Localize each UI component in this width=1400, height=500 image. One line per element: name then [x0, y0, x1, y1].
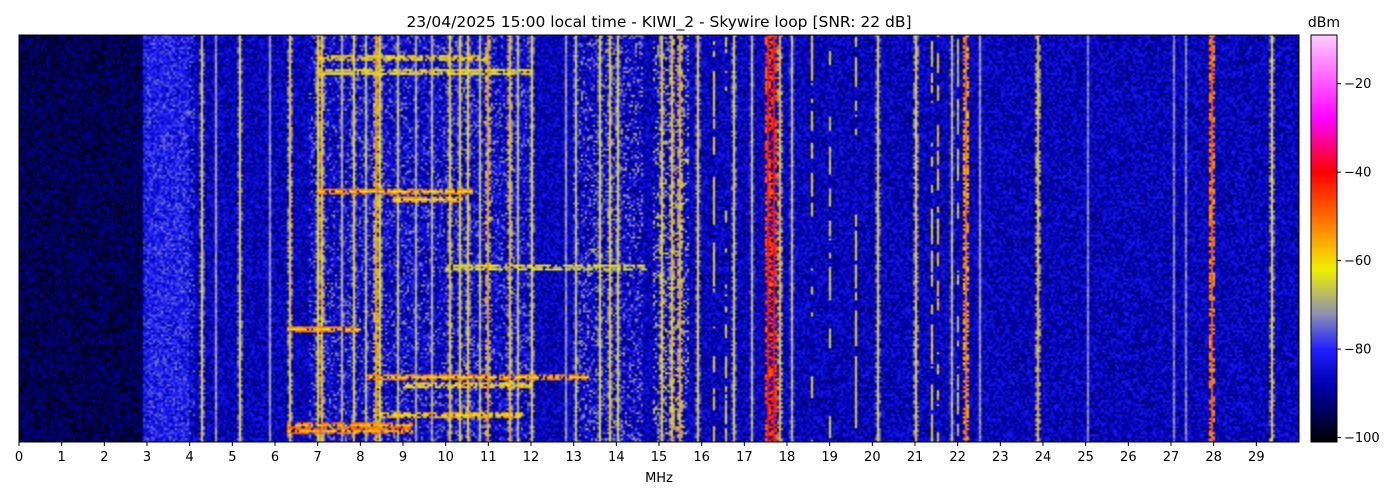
x-tick-label: 2 — [100, 450, 108, 465]
x-tick-label: 13 — [565, 450, 582, 465]
x-tick-label: 15 — [651, 450, 668, 465]
x-tick-label: 20 — [864, 450, 881, 465]
x-tick-label: 25 — [1077, 450, 1094, 465]
x-tick-label: 4 — [186, 450, 194, 465]
x-tick-label: 23 — [992, 450, 1009, 465]
x-tick-label: 17 — [736, 450, 753, 465]
x-tick-label: 16 — [693, 450, 710, 465]
x-tick-label: 18 — [779, 450, 796, 465]
colorbar-tick-label: −40 — [1344, 166, 1371, 181]
x-tick-label: 21 — [907, 450, 924, 465]
colorbar-tick-label: −100 — [1344, 431, 1380, 446]
x-tick-label: 19 — [821, 450, 838, 465]
colorbar-ticks: −100 −80 −60 −40 −20 — [1337, 77, 1380, 446]
x-tick-label: 6 — [271, 450, 279, 465]
x-tick-label: 7 — [314, 450, 322, 465]
x-tick-label: 9 — [399, 450, 407, 465]
x-tick-label: 8 — [356, 450, 364, 465]
x-tick-label: 3 — [143, 450, 151, 465]
x-tick-label: 5 — [228, 450, 236, 465]
x-tick-label: 26 — [1120, 450, 1137, 465]
colorbar: dBm −100 −80 −60 −40 −20 — [1308, 15, 1380, 446]
x-tick-label: 14 — [608, 450, 625, 465]
x-tick-label: 28 — [1205, 450, 1222, 465]
chart-title: 23/04/2025 15:00 local time - KIWI_2 - S… — [406, 13, 911, 32]
colorbar-scale — [1310, 34, 1338, 443]
colorbar-tick-label: −80 — [1344, 343, 1371, 358]
x-tick-label: 27 — [1163, 450, 1180, 465]
colorbar-tick-label: −60 — [1344, 254, 1371, 269]
x-tick-label: 29 — [1248, 450, 1265, 465]
heatmap-image — [19, 35, 1299, 442]
colorbar-tick-label: −20 — [1344, 77, 1371, 92]
colorbar-label: dBm — [1308, 15, 1340, 31]
x-axis-label: MHz — [645, 471, 673, 486]
x-tick-label: 10 — [437, 450, 454, 465]
x-tick-label: 22 — [949, 450, 966, 465]
x-tick-label: 1 — [58, 450, 66, 465]
heatmap-area — [18, 34, 1300, 443]
x-tick-label: 24 — [1035, 450, 1052, 465]
x-tick-label: 11 — [480, 450, 497, 465]
x-tick-label: 0 — [15, 450, 23, 465]
x-axis: 0 1 2 3 4 5 6 7 8 9 10 11 12 13 14 15 16 17 18 19 20 21 22 23 24… — [15, 442, 1265, 465]
x-tick-label: 12 — [523, 450, 540, 465]
